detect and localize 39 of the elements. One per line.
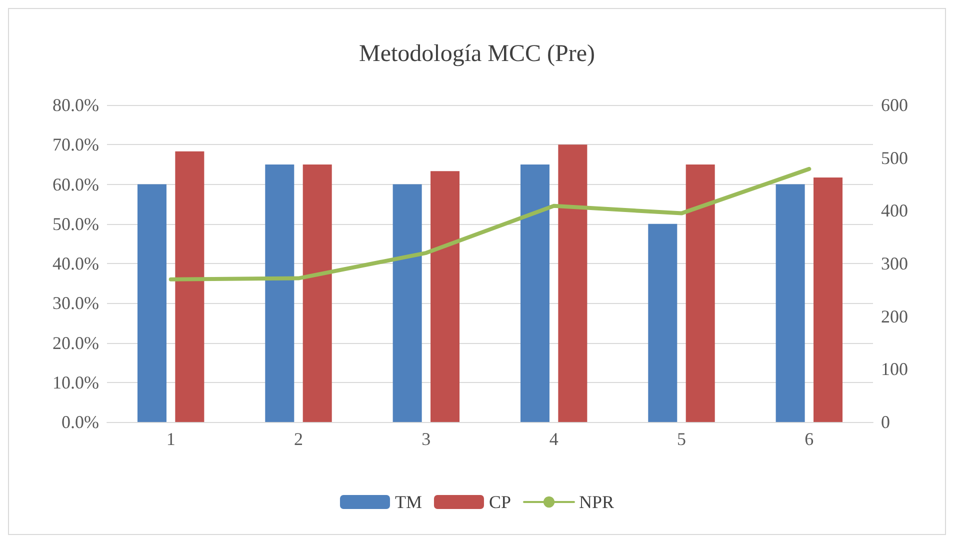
y2-tick-label: 0 — [881, 412, 890, 432]
y-tick-label: 70.0% — [52, 134, 99, 155]
bar — [265, 164, 294, 422]
line-series — [168, 166, 812, 282]
x-tick-label: 5 — [677, 429, 686, 449]
bar — [430, 171, 460, 422]
bar — [302, 164, 332, 422]
y2-tick-label: 300 — [881, 254, 908, 274]
bar — [175, 151, 204, 422]
y-tick-label: 10.0% — [52, 372, 99, 392]
y-tick-label: 20.0% — [52, 332, 99, 353]
x-tick-label: 6 — [804, 429, 814, 449]
legend-label: NPR — [579, 492, 614, 512]
y2-tick-label: 600 — [881, 95, 908, 115]
legend-label: CP — [488, 492, 512, 512]
y-tick-label: 40.0% — [52, 254, 99, 274]
chart-title: Metodología MCC (Pre) — [359, 41, 595, 67]
y2-tick-label: 200 — [881, 306, 908, 326]
legend-label: TM — [394, 492, 422, 512]
y-tick-label: 50.0% — [52, 214, 99, 234]
bar — [392, 184, 422, 422]
bar — [814, 178, 843, 422]
bar — [776, 184, 805, 422]
y2-tick-label: 100 — [881, 359, 908, 380]
y-tick-label: 0.0% — [62, 412, 99, 432]
x-tick-label: 3 — [422, 429, 431, 449]
bar — [558, 144, 588, 422]
x-tick-label: 1 — [166, 429, 176, 449]
x-tick-label: 4 — [549, 429, 558, 449]
y-tick-label: 80.0% — [52, 95, 99, 115]
bar — [686, 164, 715, 422]
y-tick-label: 60.0% — [52, 174, 99, 194]
bar — [520, 164, 550, 422]
y-tick-label: 30.0% — [52, 293, 99, 314]
y2-tick-label: 400 — [881, 200, 908, 221]
bar — [137, 184, 166, 422]
x-tick-label: 2 — [294, 429, 303, 449]
y2-tick-label: 500 — [881, 148, 908, 168]
bar — [648, 224, 678, 422]
